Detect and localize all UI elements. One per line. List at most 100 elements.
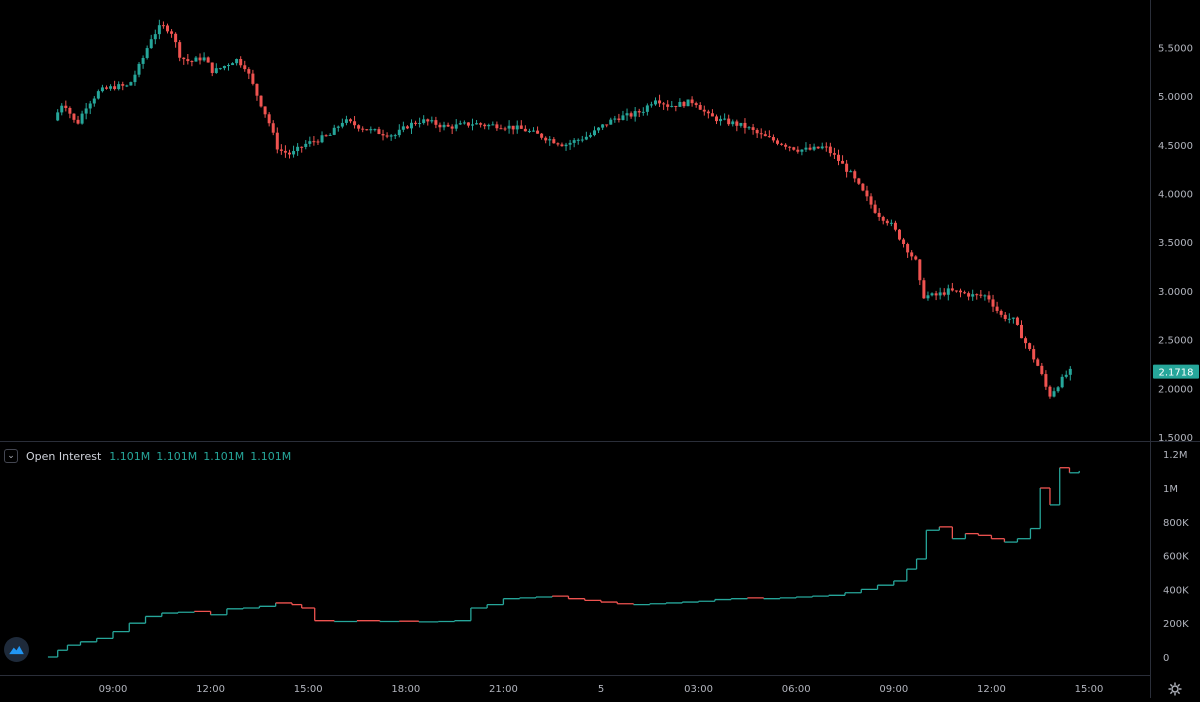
candle-body	[971, 294, 975, 297]
candle-body	[743, 122, 747, 128]
candle-body	[178, 42, 182, 58]
candle-body	[275, 132, 279, 150]
candle-body	[548, 139, 552, 141]
candle-body	[316, 141, 320, 143]
candle-body	[540, 133, 544, 138]
candle-body	[149, 39, 153, 49]
candle-body	[564, 144, 568, 147]
time-tick-label: 15:00	[1075, 684, 1104, 695]
candle-body	[816, 146, 820, 149]
candle-body	[1048, 386, 1052, 397]
oi-tick-label: 200K	[1163, 619, 1189, 630]
time-tick-label: 15:00	[294, 684, 323, 695]
candle-body	[662, 103, 666, 105]
oi-tick-label: 0	[1163, 653, 1169, 664]
candle-body	[584, 136, 588, 140]
candle-body	[1060, 376, 1064, 388]
candle-body	[950, 288, 954, 291]
chevron-down-icon[interactable]: ⌄	[4, 449, 18, 463]
candle-body	[292, 151, 296, 155]
candle-body	[190, 61, 194, 63]
candle-body	[625, 113, 629, 116]
candle-body	[409, 122, 413, 129]
candle-body	[462, 122, 466, 124]
candle-body	[231, 63, 235, 66]
candle-body	[568, 142, 572, 145]
candle-body	[222, 65, 226, 69]
candle-body	[698, 105, 702, 110]
candle-body	[434, 120, 438, 125]
candle-body	[633, 111, 637, 117]
candle-body	[511, 125, 515, 130]
candle-body	[324, 135, 328, 137]
candle-body	[1064, 374, 1068, 377]
candle-body	[942, 292, 946, 295]
candle-body	[975, 294, 979, 296]
oi-tick-label: 400K	[1163, 585, 1189, 596]
candle-body	[658, 100, 662, 104]
candle-body	[210, 62, 214, 73]
candle-body	[877, 212, 881, 217]
candle-body	[804, 147, 808, 150]
candle-body	[466, 122, 470, 126]
time-tick-label: 03:00	[684, 684, 713, 695]
candle-body	[686, 99, 690, 107]
candle-body	[706, 111, 710, 114]
candle-body	[1024, 338, 1028, 344]
candle-body	[214, 68, 218, 73]
candle-body	[235, 59, 239, 64]
candle-body	[442, 124, 446, 128]
candle-body	[1007, 318, 1011, 320]
gear-icon[interactable]	[1167, 681, 1183, 697]
candle-body	[450, 126, 454, 129]
candle-body	[129, 82, 133, 86]
candle-body	[670, 105, 674, 107]
oi-tick-label: 800K	[1163, 518, 1189, 529]
indicator-value-high: 1.101M	[156, 449, 198, 463]
candle-body	[137, 63, 141, 75]
candle-body	[963, 292, 967, 294]
candle-body	[849, 171, 853, 173]
oi-tick-label: 1.2M	[1163, 450, 1188, 461]
candle-body	[491, 124, 495, 126]
candle-body	[96, 91, 100, 99]
candle-body	[857, 178, 861, 184]
candle-body	[1044, 374, 1048, 387]
oi-tick-label: 1M	[1163, 484, 1178, 495]
candle-body	[759, 133, 763, 135]
candle-body	[841, 160, 845, 164]
candle-body	[902, 239, 906, 245]
candle-body	[967, 293, 971, 297]
candle-body	[381, 133, 385, 136]
candle-body	[76, 119, 80, 124]
candle-body	[592, 130, 596, 136]
candle-body	[405, 126, 409, 129]
candle-body	[1036, 359, 1040, 366]
candle-body	[629, 113, 633, 117]
candle-body	[723, 118, 727, 120]
candle-body	[755, 129, 759, 134]
candle-body	[792, 147, 796, 150]
candle-body	[377, 129, 381, 134]
candle-body	[422, 119, 426, 124]
candle-body	[727, 118, 731, 125]
candle-body	[694, 103, 698, 106]
candle-body	[767, 136, 771, 138]
time-tick-label: 09:00	[879, 684, 908, 695]
candle-body	[133, 74, 137, 83]
mountain-logo-icon[interactable]	[4, 637, 29, 662]
candle-body	[832, 153, 836, 155]
candle-body	[344, 119, 348, 123]
candle-body	[393, 135, 397, 137]
candle-body	[918, 259, 922, 281]
candle-body	[763, 134, 767, 137]
time-tick-label: 5	[598, 684, 604, 695]
candle-body	[255, 83, 259, 96]
candle-body	[239, 59, 243, 66]
candle-body	[1068, 368, 1072, 375]
candle-body	[999, 310, 1003, 315]
candle-body	[60, 105, 64, 113]
candle-body	[259, 95, 263, 107]
